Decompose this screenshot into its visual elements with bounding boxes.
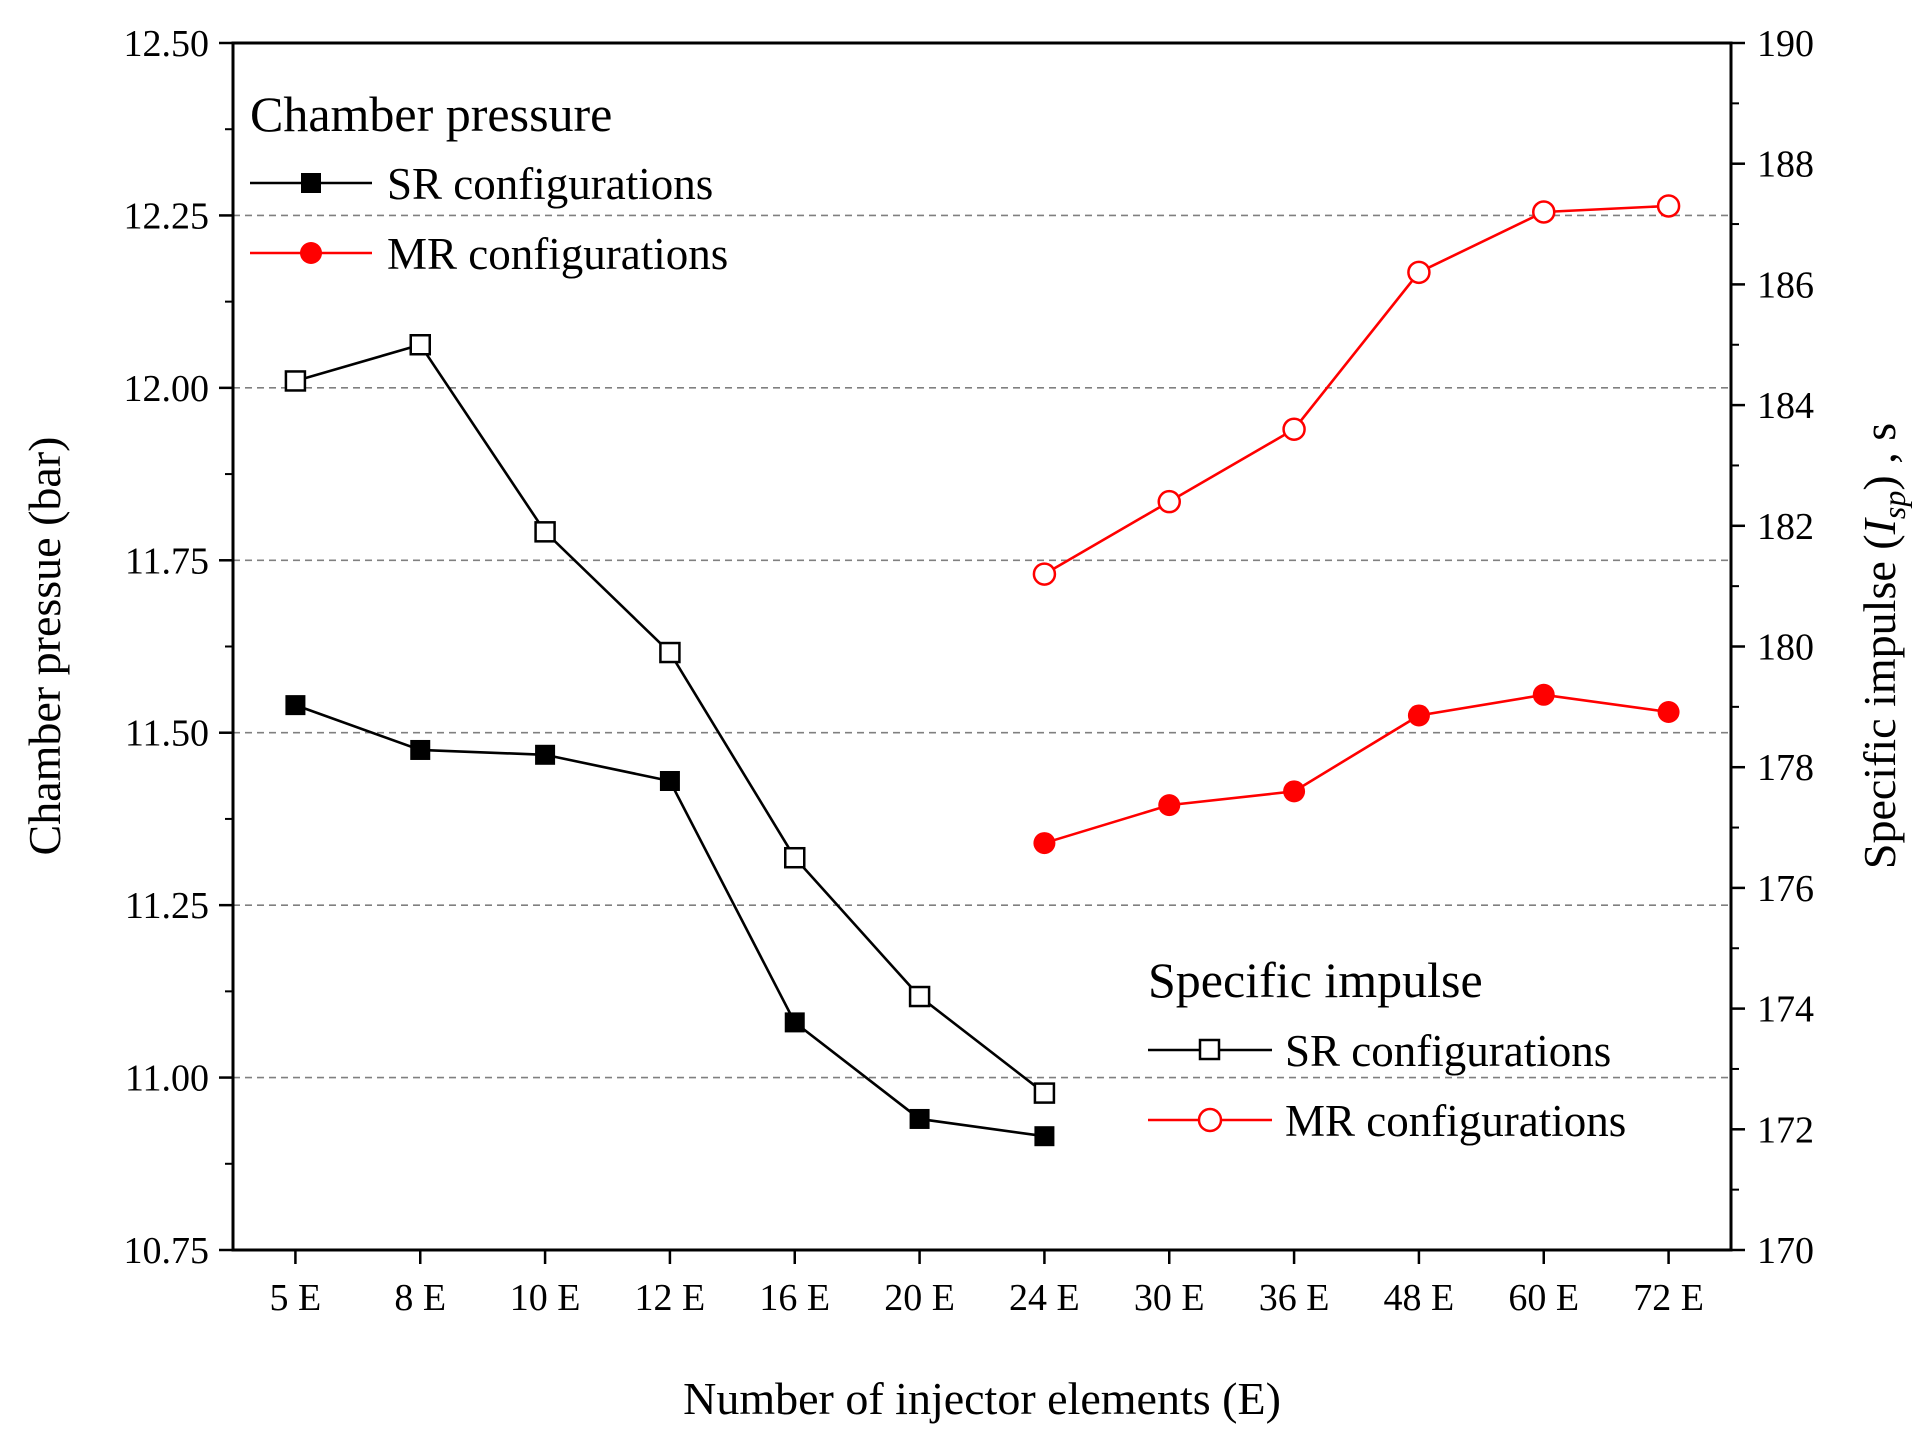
legend-pressure-sr-label: SR configurations: [387, 159, 713, 209]
data-point: [410, 739, 431, 760]
x-tick-label: 48 E: [1384, 1277, 1455, 1319]
right-axis-title-subscript: sp: [1876, 491, 1912, 519]
data-point: [1656, 194, 1681, 218]
left-tick-label: 11.00: [125, 1058, 209, 1100]
series-chamber-pressure-mr: [1033, 683, 1680, 855]
right-axis-title-part-1: Specific impulse (: [1854, 534, 1905, 869]
left-tick-label: 10.75: [124, 1230, 210, 1272]
series-specific-impulse-sr: [284, 334, 1056, 1104]
data-point: [1283, 780, 1306, 803]
legend-pressure-mr-marker: [300, 242, 322, 264]
data-point: [1532, 683, 1555, 706]
data-point: [1282, 417, 1306, 441]
right-tick-label: 184: [1757, 385, 1814, 427]
left-tick-label: 12.25: [124, 195, 210, 237]
x-tick-label: 10 E: [510, 1277, 581, 1319]
x-tick-label: 30 E: [1134, 1277, 1205, 1319]
right-tick-label: 182: [1757, 506, 1814, 548]
series-chamber-pressure-sr: [285, 695, 1055, 1147]
series-line: [1044, 693, 1669, 845]
right-tick-label: 190: [1757, 23, 1814, 65]
legend-isp: Specific impulse SR configurations MR co…: [1148, 952, 1626, 1146]
x-tick-label: 72 E: [1633, 1277, 1704, 1319]
axis-layer: 10.75 11.00 11.25 11.50 11.75 12.00 12.25 12.50…: [124, 23, 1815, 1319]
legend-pressure: Chamber pressure SR configurations MR co…: [250, 86, 728, 279]
x-tick-label: 16 E: [759, 1277, 830, 1319]
right-tick-label: 188: [1757, 144, 1814, 186]
x-tick-label: 8 E: [394, 1277, 446, 1319]
x-tick-label: 20 E: [884, 1277, 955, 1319]
data-point: [909, 1108, 930, 1129]
legend-isp-title: Specific impulse: [1148, 952, 1483, 1008]
data-point: [1158, 794, 1181, 817]
left-tick-label: 12.50: [124, 23, 210, 65]
data-point: [1657, 701, 1680, 724]
data-point: [1033, 832, 1056, 855]
right-tick-label: 172: [1757, 1109, 1814, 1151]
left-tick-label: 11.25: [125, 885, 209, 927]
legend-pressure-mr-label: MR configurations: [387, 229, 728, 279]
series-line: [1043, 204, 1669, 576]
data-point: [1407, 260, 1431, 285]
x-tick-label: 36 E: [1259, 1277, 1330, 1319]
series-layer: [284, 194, 1681, 1147]
right-tick-label: 176: [1757, 868, 1814, 910]
legend-isp-sr-marker: [1198, 1038, 1221, 1061]
right-tick-label: 180: [1757, 627, 1814, 669]
x-tick-label: 60 E: [1508, 1277, 1579, 1319]
data-point: [534, 521, 556, 543]
data-point: [409, 334, 431, 356]
right-axis-title: Specific impulse (Isp) , s: [1854, 423, 1912, 869]
grid-layer: [233, 214, 1731, 1079]
series-specific-impulse-mr: [1032, 194, 1681, 586]
data-point: [659, 641, 681, 664]
right-axis-title-part-2: ) , s: [1854, 423, 1905, 491]
right-tick-label: 174: [1757, 989, 1814, 1031]
x-tick-label: 12 E: [635, 1277, 706, 1319]
legend-pressure-sr-marker: [301, 173, 321, 193]
data-point: [1034, 1126, 1055, 1147]
data-point: [1532, 200, 1556, 224]
data-point: [784, 1012, 805, 1033]
data-point: [1157, 489, 1181, 514]
right-axis-title-symbol: I: [1854, 516, 1905, 535]
data-point: [1407, 704, 1430, 727]
data-point: [659, 770, 680, 791]
legend-isp-mr-marker: [1197, 1107, 1223, 1133]
data-point: [535, 744, 556, 765]
x-axis-title: Number of injector elements (E): [683, 1373, 1281, 1424]
left-tick-label: 12.00: [124, 368, 210, 410]
left-tick-label: 11.50: [125, 713, 209, 755]
x-tick-label: 24 E: [1009, 1277, 1080, 1319]
data-point: [784, 846, 806, 869]
legend-isp-sr-label: SR configurations: [1285, 1026, 1611, 1076]
legend-pressure-title: Chamber pressure: [250, 86, 612, 142]
right-tick-label: 186: [1757, 264, 1814, 306]
right-tick-label: 170: [1757, 1230, 1814, 1272]
left-axis-title: Chamber pressue (bar): [19, 437, 70, 856]
data-point: [284, 370, 307, 392]
data-point: [1033, 1082, 1056, 1104]
data-point: [285, 695, 306, 716]
right-tick-label: 178: [1757, 747, 1814, 789]
legend-isp-mr-label: MR configurations: [1285, 1096, 1626, 1146]
series-line: [294, 703, 1045, 1138]
data-point: [1032, 562, 1057, 586]
series-line: [295, 343, 1046, 1095]
data-point: [908, 985, 931, 1008]
x-tick-label: 5 E: [270, 1277, 322, 1319]
left-tick-label: 11.75: [125, 540, 209, 582]
